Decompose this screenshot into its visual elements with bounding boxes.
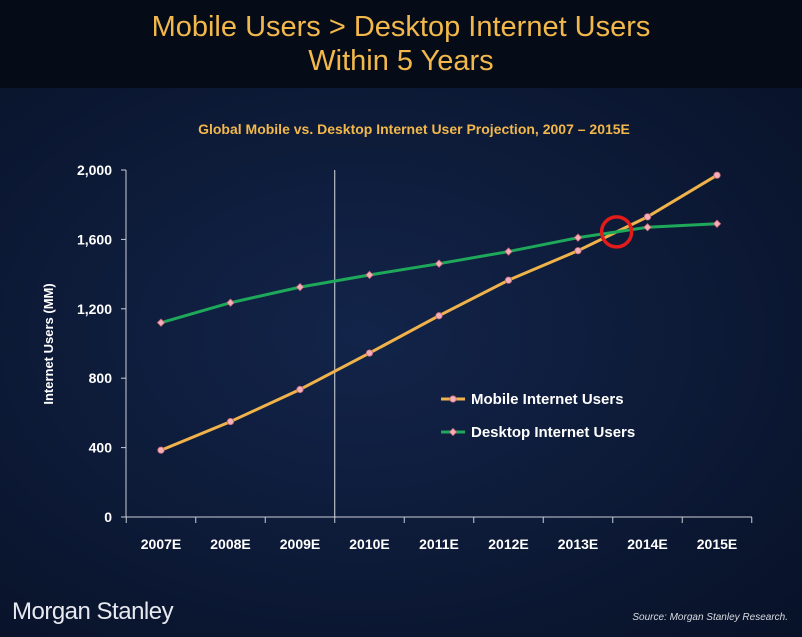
desktop-data-point — [365, 270, 374, 280]
y-tick-label: 800 — [89, 370, 113, 386]
mobile-data-point — [643, 213, 652, 221]
mobile-data-point — [296, 385, 304, 394]
desktop-data-point — [156, 318, 166, 327]
chart-panel — [0, 88, 802, 637]
x-tick-label: 2009E — [280, 536, 320, 552]
desktop-data-point — [434, 259, 444, 268]
desktop-data-point — [643, 223, 652, 232]
mobile-data-point — [365, 349, 374, 357]
y-tick-label: 1,600 — [77, 231, 112, 247]
x-tick-label: 2011E — [419, 536, 459, 552]
desktop-data-point — [226, 298, 235, 307]
headline-line-1: Mobile Users > Desktop Internet Users — [151, 11, 651, 43]
headline-line-2: Within 5 Years — [308, 45, 494, 77]
x-tick-label: 2007E — [141, 536, 181, 552]
y-tick-label: 400 — [89, 440, 113, 456]
x-tick-label: 2014E — [627, 536, 667, 552]
mobile-data-point — [226, 417, 235, 426]
mobile-data-point — [504, 276, 513, 284]
y-tick-label: 1,200 — [77, 301, 112, 317]
legend: Mobile Internet Users Desktop Internet Us… — [441, 391, 635, 441]
mobile-data-point — [435, 312, 443, 320]
x-tick-label: 2013E — [558, 536, 598, 552]
desktop-data-point — [295, 282, 305, 292]
brand-logo-text: Morgan Stanley — [12, 598, 174, 625]
legend-label: Desktop Internet Users — [471, 424, 635, 441]
axes — [125, 170, 752, 518]
crossover-highlight-circle — [599, 215, 634, 249]
mobile-data-point — [574, 247, 582, 255]
chart-title: Global Mobile vs. Desktop Internet User … — [198, 121, 630, 137]
legend-label: Mobile Internet Users — [471, 391, 624, 408]
ticks: 0 400 800 1,200 1,600 2,000 2007E 2008E 2009E 201… — [77, 162, 753, 552]
desktop-series-line — [160, 222, 718, 325]
series-layer — [156, 171, 722, 454]
mobile-data-point — [713, 171, 721, 179]
y-tick-label: 2,000 — [77, 162, 112, 178]
desktop-data-point — [712, 219, 722, 228]
header-bar: Mobile Users > Desktop Internet Users Wi… — [0, 0, 802, 88]
desktop-data-point — [504, 247, 513, 256]
highlight-layer — [599, 215, 634, 249]
x-tick-label: 2010E — [349, 536, 389, 552]
x-tick-label: 2008E — [210, 536, 250, 552]
x-tick-label: 2012E — [488, 536, 528, 552]
legend-marker — [448, 427, 458, 437]
x-tick-label: 2015E — [697, 536, 737, 552]
mobile-data-point — [157, 446, 165, 454]
legend-marker — [449, 395, 457, 403]
source-note: Source: Morgan Stanley Research. — [632, 612, 788, 623]
y-axis-label: Internet Users (MM) — [41, 283, 56, 404]
desktop-data-point — [573, 233, 583, 242]
y-tick-label: 0 — [104, 509, 112, 525]
